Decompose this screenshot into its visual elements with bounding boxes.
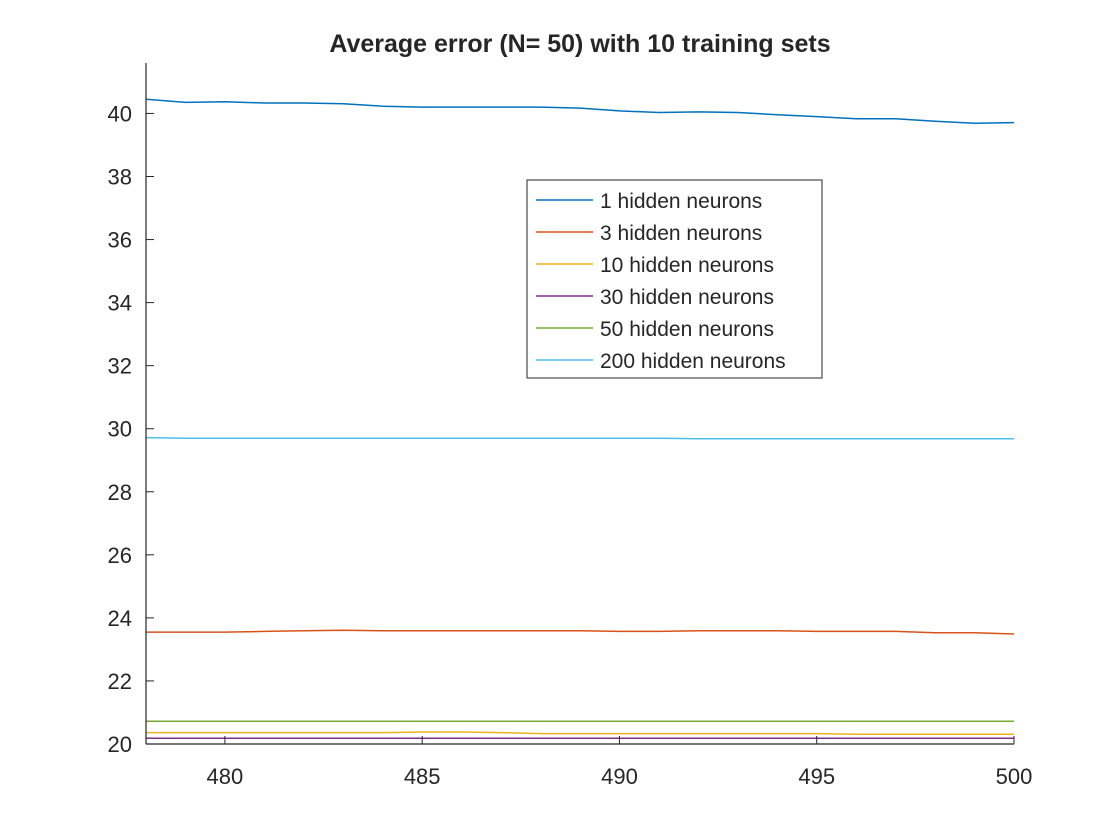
x-tick-label: 490: [601, 764, 638, 789]
legend-box: [526, 179, 823, 379]
y-tick-label: 36: [108, 228, 132, 253]
y-tick-label: 22: [108, 669, 132, 694]
axes: 20 22 24 26 28 30 32 34 36 38 40 480 485 490 495 500: [108, 63, 1033, 789]
x-tick-label: 500: [996, 764, 1033, 789]
legend-label-1: 3 hidden neurons: [600, 222, 762, 245]
series-line-5: [145, 436, 1014, 440]
x-tick-label: 495: [798, 764, 835, 789]
y-tick-label: 20: [108, 732, 132, 757]
y-tick-label: 38: [108, 165, 132, 190]
y-tick-label: 40: [108, 101, 132, 126]
y-tick-label: 34: [108, 291, 132, 316]
y-tick-label: 32: [108, 354, 132, 379]
y-tick-label: 28: [108, 480, 132, 505]
plot-lines: [145, 98, 1015, 740]
y-tick-label: 24: [108, 606, 132, 631]
series-line-1: [146, 629, 1015, 635]
legend: 1 hidden neurons 3 hidden neurons 10 hidde…: [526, 179, 823, 379]
legend-label-5: 200 hidden neurons: [600, 350, 786, 373]
legend-label-3: 30 hidden neurons: [600, 286, 774, 309]
legend-label-2: 10 hidden neurons: [600, 254, 774, 277]
legend-label-4: 50 hidden neurons: [600, 318, 774, 341]
chart-title: Average error (N= 50) with 10 training s…: [329, 30, 830, 58]
y-tick-label: 26: [108, 543, 132, 568]
legend-label-0: 1 hidden neurons: [600, 190, 762, 213]
x-tick-label: 480: [207, 764, 244, 789]
x-tick-label: 485: [404, 764, 441, 789]
series-line-0: [145, 98, 1015, 124]
y-tick-label: 30: [108, 417, 132, 442]
series-line-2: [146, 731, 1014, 735]
